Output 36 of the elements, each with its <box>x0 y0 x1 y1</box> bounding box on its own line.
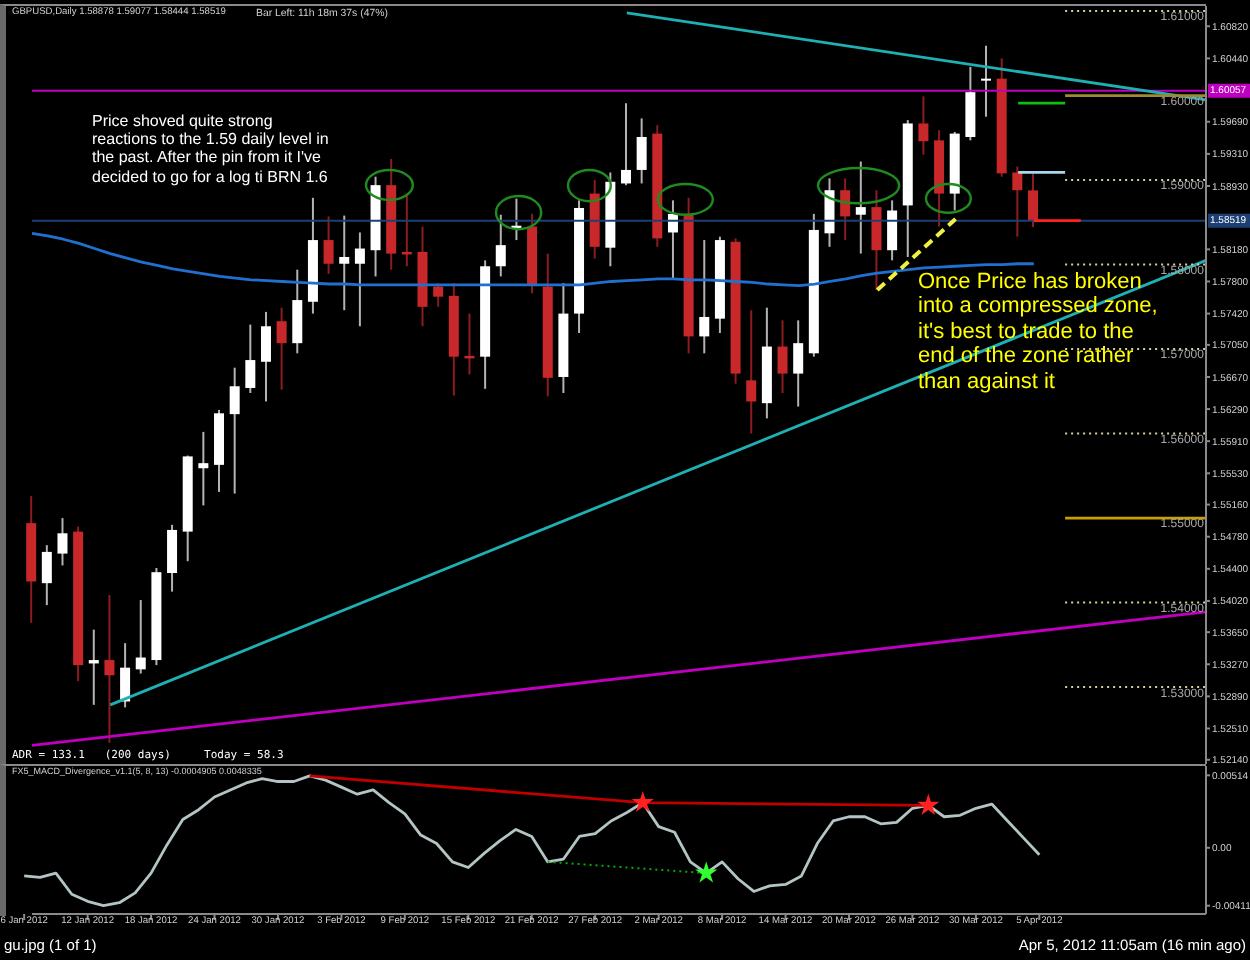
candlestick <box>887 199 898 262</box>
candlestick <box>433 282 444 308</box>
candlestick <box>871 189 882 291</box>
point <box>631 791 654 813</box>
candlestick <box>260 310 271 403</box>
candlestick <box>855 160 866 255</box>
candlestick <box>1027 172 1038 229</box>
annotation: Price shoved quite strong reactions to the 1.59 daily level in the past. After the pin from it I've decided to go for a log ti BRN 1.6 <box>92 112 329 186</box>
candlestick <box>41 544 52 607</box>
candlestick <box>167 523 178 593</box>
candlestick <box>636 117 647 185</box>
candlestick <box>245 323 256 395</box>
candlestick <box>354 231 365 328</box>
candlestick <box>276 306 287 391</box>
candlestick <box>495 213 506 278</box>
point <box>695 861 718 883</box>
candlestick <box>323 215 334 275</box>
candlestick <box>339 214 350 312</box>
point <box>917 793 940 815</box>
candlestick <box>981 44 992 118</box>
line-series <box>22 774 1041 907</box>
candlestick <box>229 366 240 495</box>
candlestick <box>793 319 804 408</box>
candlestick <box>699 239 710 355</box>
candlestick <box>292 268 303 355</box>
candlestick <box>777 319 788 395</box>
candlestick <box>746 309 757 435</box>
candlestick <box>1012 165 1023 238</box>
candlestick <box>965 65 976 142</box>
candlestick <box>918 95 929 156</box>
candlestick <box>198 430 209 507</box>
candlestick <box>621 102 631 187</box>
candlestick <box>57 517 68 567</box>
candlestick <box>135 599 146 675</box>
candlestick <box>840 177 851 242</box>
candlestick <box>104 593 115 744</box>
